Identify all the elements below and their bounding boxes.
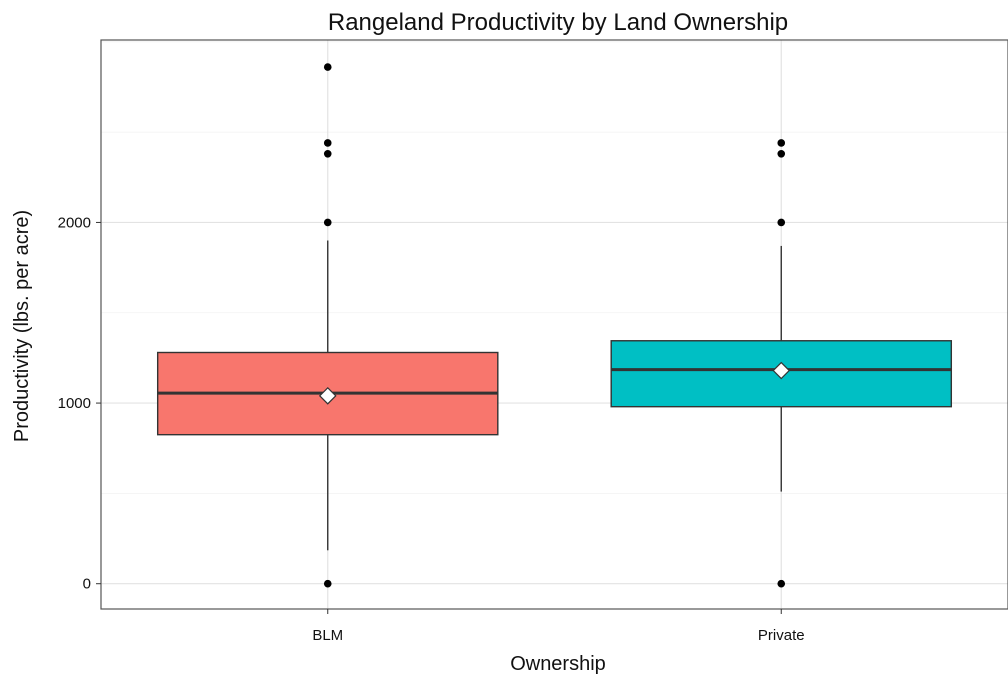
outlier-point (777, 150, 786, 158)
outlier-point (323, 139, 332, 147)
outlier-point (323, 150, 332, 158)
y-tick-label: 1000 (58, 395, 91, 412)
mean-marker (772, 361, 791, 380)
outlier-point (777, 139, 786, 147)
outlier-point (777, 579, 786, 588)
y-axis-title: Productivity (lbs. per acre) (11, 210, 33, 442)
y-tick-label: 2000 (58, 214, 91, 231)
axis-layer: 0 1000 2000 BLM Private (58, 214, 805, 644)
chart-title: Rangeland Productivity by Land Ownership (328, 9, 788, 36)
x-axis-title: Ownership (510, 653, 606, 675)
plot-panel-border (100, 39, 1008, 610)
y-tick-label: 0 (83, 576, 91, 593)
x-tick-label: BLM (312, 627, 343, 644)
outlier-point (777, 218, 786, 227)
mean-marker (318, 387, 337, 405)
x-tick-label: Private (758, 627, 805, 644)
outlier-point (323, 579, 332, 588)
outlier-point (323, 218, 332, 227)
point-layer (318, 63, 791, 588)
outlier-point (323, 63, 332, 71)
